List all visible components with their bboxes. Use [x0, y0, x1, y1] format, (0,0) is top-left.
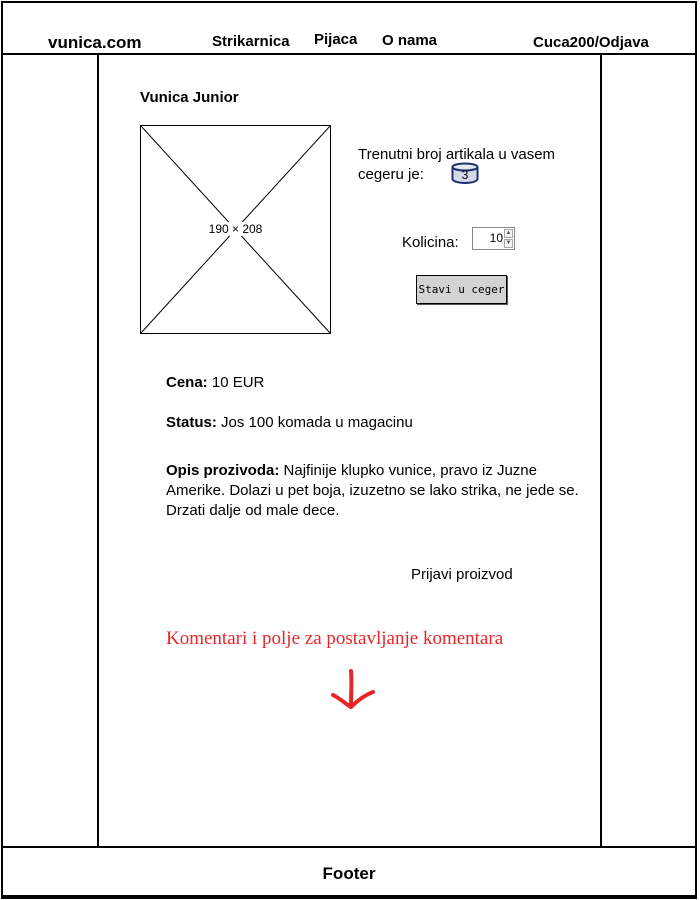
status-value: Jos 100 komada u magacinu [221, 414, 413, 431]
down-arrow-icon [331, 669, 375, 709]
nav-strikarnica[interactable]: Strikarnica [212, 33, 290, 50]
description-block: Opis prozivoda: Najfinije klupko vunice,… [166, 461, 586, 521]
footer-label: Footer [322, 864, 376, 883]
quantity-label: Kolicina: [402, 234, 459, 251]
cart-count-badge-icon [451, 162, 479, 184]
main-content-column [97, 53, 602, 848]
header-bar [1, 1, 697, 55]
footer-bar: Footer [1, 846, 697, 899]
product-title: Vunica Junior [140, 89, 239, 106]
price-row: Cena: 10 EUR [166, 374, 264, 391]
description-text: Najfinije klupko vunice, pravo iz Juzne … [166, 462, 579, 519]
quantity-stepper[interactable]: ▲ ▼ [472, 227, 515, 250]
add-to-cart-button[interactable]: Stavi u ceger [416, 275, 507, 304]
status-row: Status: Jos 100 komada u magacinu [166, 414, 413, 431]
price-value: 10 EUR [211, 374, 265, 391]
cart-count-value: 3 [461, 168, 469, 182]
report-product-link[interactable]: Prijavi proizvod [411, 566, 513, 583]
user-logout-link[interactable]: Cuca200/Odjava [533, 34, 649, 51]
description-label: Opis prozivoda: [166, 462, 280, 479]
nav-o-nama[interactable]: O nama [382, 32, 438, 49]
site-logo[interactable]: vunica.com [48, 33, 142, 52]
price-label: Cena: [166, 374, 208, 391]
product-image-placeholder: 190 × 208 [140, 125, 331, 334]
increment-arrow-icon[interactable]: ▲ [504, 229, 513, 238]
nav-pijaca[interactable]: Pijaca [314, 31, 358, 48]
decrement-arrow-icon[interactable]: ▼ [504, 239, 513, 248]
status-label: Status: [166, 414, 217, 431]
comments-annotation: Komentari i polje za postavljanje koment… [166, 628, 504, 649]
quantity-input[interactable] [475, 231, 503, 245]
image-dimensions-label: 190 × 208 [207, 222, 264, 236]
cart-count-text: Trenutni broj artikala u vasem cegeru je… [358, 146, 556, 183]
